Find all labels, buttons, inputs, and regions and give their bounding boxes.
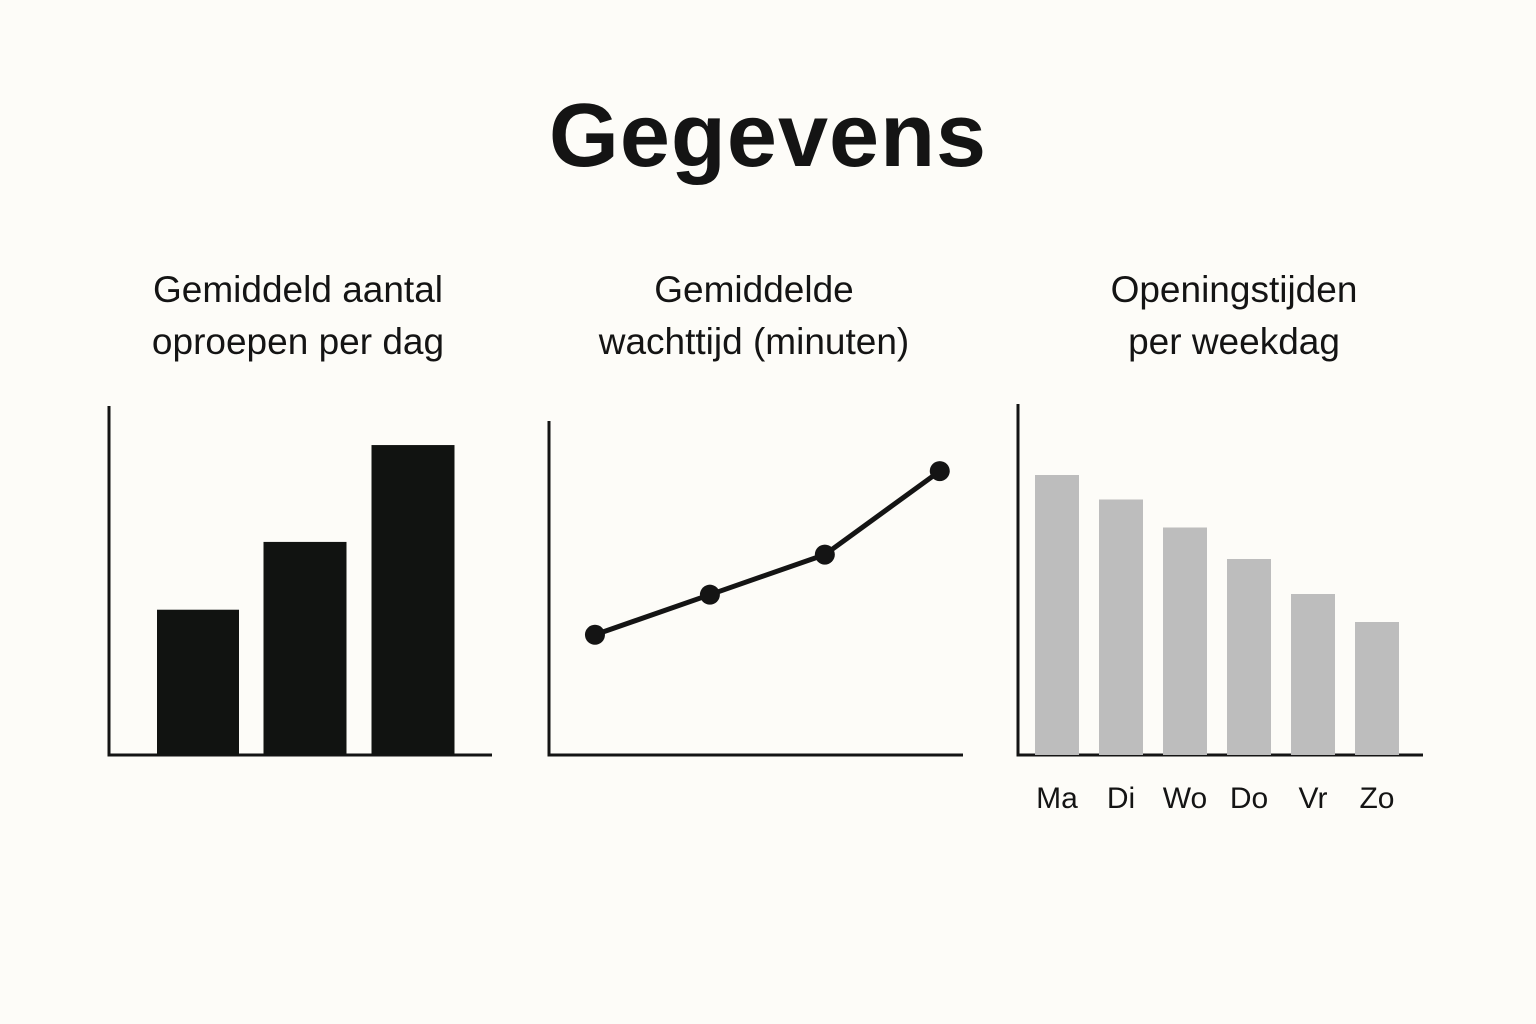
hours-tick-label: Di [1107, 782, 1135, 815]
calls-chart-title: Gemiddeld aantal oproepen per dag [151, 269, 445, 362]
calls-bar [157, 609, 239, 755]
wait-chart-title: Gemiddelde wachttijd (minuten) [598, 269, 910, 362]
wait-point [814, 544, 835, 565]
wait-point [699, 584, 720, 605]
hours-bar [1291, 594, 1335, 755]
calls-bar [371, 445, 455, 755]
hours-bar [1355, 622, 1399, 755]
hours-bar [1227, 559, 1271, 755]
calls-bar [263, 541, 347, 755]
hours-tick-label: Do [1230, 782, 1268, 815]
page-title: Gegevens [548, 86, 988, 186]
hours-bar [1099, 499, 1143, 755]
hours-bar [1035, 475, 1079, 755]
hours-chart-title: Openingstijden per weekdag [1110, 269, 1358, 362]
hours-tick-label: Wo [1163, 782, 1207, 815]
hours-bar [1163, 527, 1207, 755]
hours-tick-label: Ma [1036, 782, 1078, 815]
wait-point [929, 461, 950, 482]
wait-point [584, 624, 605, 645]
wait-series-line [594, 469, 942, 638]
hours-tick-label: Vr [1299, 782, 1328, 815]
hours-tick-label: Zo [1359, 782, 1394, 815]
